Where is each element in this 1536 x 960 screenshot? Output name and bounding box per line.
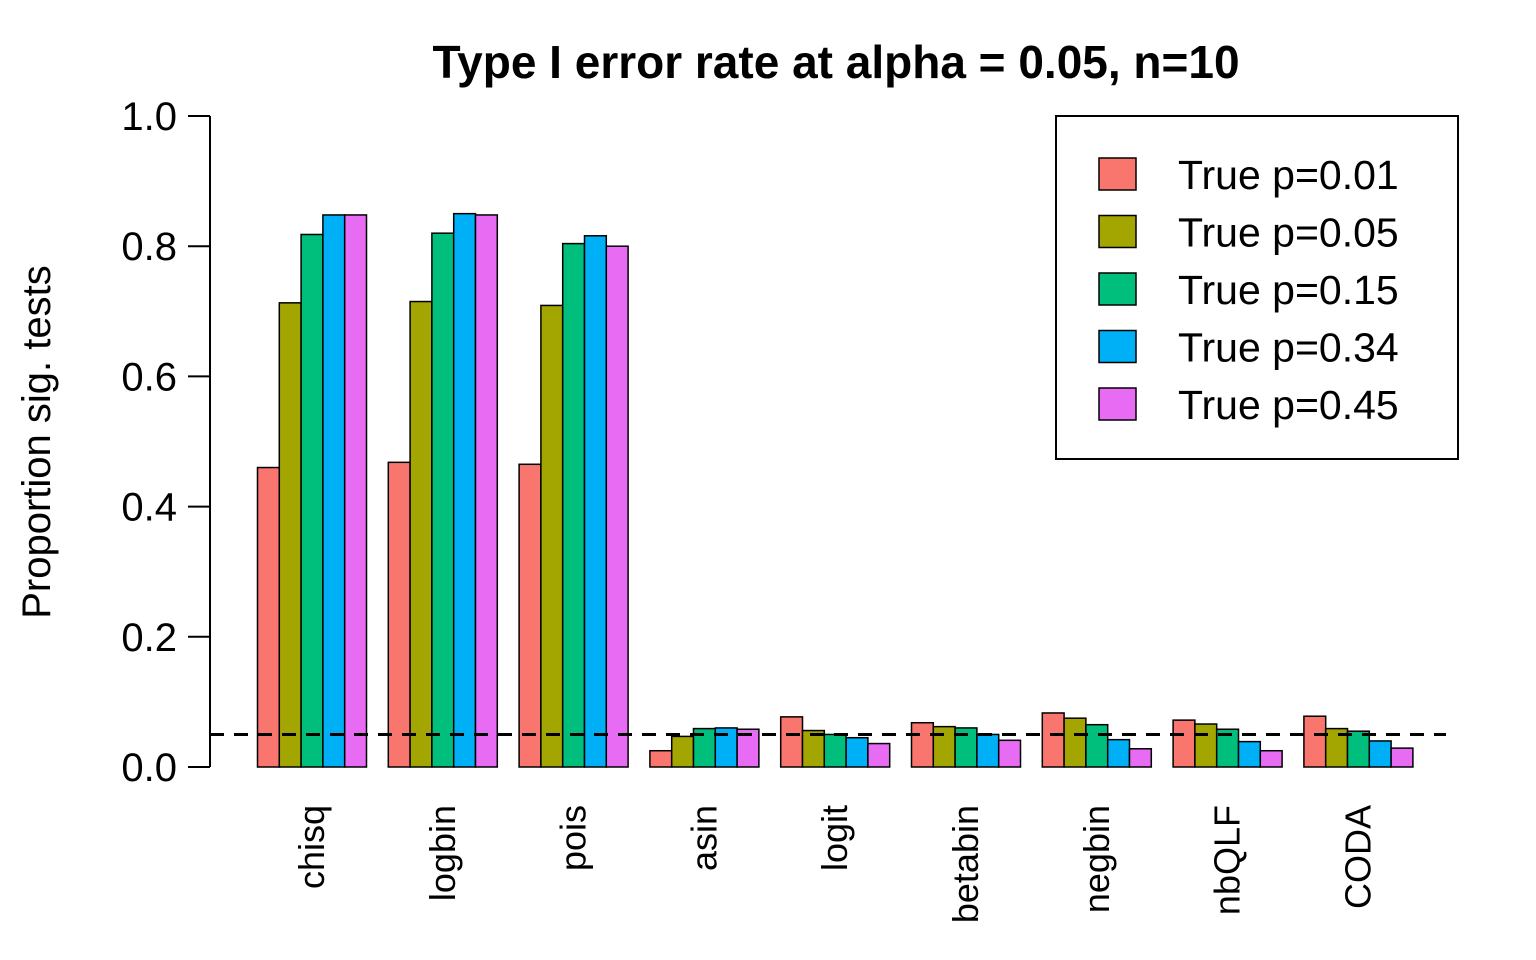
bar-logbin-series-3 xyxy=(431,232,455,768)
bar-CODA-series-5 xyxy=(1390,747,1414,768)
bar-negbin-series-3 xyxy=(1085,723,1109,768)
bar-pois-series-5 xyxy=(605,245,629,768)
bar-logit-series-1 xyxy=(779,716,804,768)
bar-CODA-series-1 xyxy=(1303,715,1327,768)
legend-swatch-3 xyxy=(1098,272,1137,306)
bar-nbQLF-series-1 xyxy=(1172,719,1196,768)
bar-CODA-series-4 xyxy=(1368,740,1392,768)
bar-logbin-series-2 xyxy=(409,300,433,768)
legend-label-3: True p=0.15 xyxy=(1178,267,1399,313)
legend-swatch-2 xyxy=(1098,214,1137,249)
bar-group-asin xyxy=(649,727,760,768)
bar-pois-series-2 xyxy=(540,304,564,768)
bar-asin-series-5 xyxy=(736,728,760,768)
bar-negbin-series-2 xyxy=(1063,717,1087,768)
bar-group-pois xyxy=(518,235,629,768)
legend: True p=0.01 True p=0.05 True p=0.15 True p=… xyxy=(1055,115,1459,460)
legend-label-1: True p=0.01 xyxy=(1178,152,1399,198)
bar-asin-series-2 xyxy=(670,735,695,768)
category-label-logbin: logbin xyxy=(422,805,463,901)
bar-betabin-series-4 xyxy=(976,733,1000,768)
category-label-asin: asin xyxy=(683,805,724,871)
y-tick-label: 0.8 xyxy=(121,225,177,269)
bar-group-nbQLF xyxy=(1172,719,1283,768)
legend-swatch-1 xyxy=(1098,157,1137,191)
bar-group-CODA xyxy=(1303,715,1414,768)
legend-swatch-4 xyxy=(1098,329,1137,364)
chart-title: Type I error rate at alpha = 0.05, n=10 xyxy=(432,36,1239,88)
bar-pois-series-3 xyxy=(561,242,586,768)
bar-logit-series-3 xyxy=(823,733,847,768)
legend-label-2: True p=0.05 xyxy=(1178,210,1399,256)
bar-logit-series-2 xyxy=(801,729,826,768)
bar-chisq-series-5 xyxy=(343,214,368,768)
bar-negbin-series-4 xyxy=(1106,738,1131,768)
y-tick-label: 0.6 xyxy=(121,355,177,399)
bar-nbQLF-series-4 xyxy=(1237,740,1262,768)
y-tick-label: 1.0 xyxy=(121,95,177,139)
bar-logit-series-4 xyxy=(845,736,869,768)
bar-betabin-series-2 xyxy=(932,725,956,768)
bar-group-betabin xyxy=(910,721,1022,768)
bar-group-logbin xyxy=(387,212,499,768)
bar-chisq-series-2 xyxy=(278,302,302,768)
bar-nbQLF-series-2 xyxy=(1194,723,1218,768)
bar-negbin-series-1 xyxy=(1041,712,1065,768)
y-axis: 0.0 0.2 0.4 0.6 0.8 1.0 xyxy=(121,95,211,790)
bar-logbin-series-4 xyxy=(452,212,477,768)
bar-betabin-series-5 xyxy=(997,739,1022,768)
category-label-logit: logit xyxy=(814,805,855,871)
bar-nbQLF-series-5 xyxy=(1259,749,1283,768)
bar-asin-series-1 xyxy=(649,749,673,768)
category-label-negbin: negbin xyxy=(1076,805,1117,913)
legend-label-4: True p=0.34 xyxy=(1178,325,1399,371)
bar-pois-series-4 xyxy=(583,235,608,768)
y-axis-label: Proportion sig. tests xyxy=(15,265,59,619)
y-tick-label: 0.4 xyxy=(121,486,177,530)
category-label-nbQLF: nbQLF xyxy=(1207,805,1248,915)
category-labels: chisq logbin pois asin logit betabin negbin nbQ… xyxy=(291,805,1378,923)
y-tick-label: 0.0 xyxy=(121,746,177,790)
category-label-CODA: CODA xyxy=(1337,805,1378,909)
bar-pois-series-1 xyxy=(518,463,542,768)
legend-swatch-5 xyxy=(1098,387,1137,421)
bar-logit-series-5 xyxy=(867,742,891,768)
category-label-chisq: chisq xyxy=(291,805,332,889)
legend-label-5: True p=0.45 xyxy=(1178,382,1399,428)
bar-logbin-series-5 xyxy=(474,214,499,768)
category-label-pois: pois xyxy=(553,805,594,871)
bar-group-logit xyxy=(779,716,891,768)
bar-betabin-series-1 xyxy=(910,721,935,768)
bar-chisq-series-4 xyxy=(322,214,346,768)
bar-CODA-series-3 xyxy=(1346,730,1371,768)
category-label-betabin: betabin xyxy=(945,805,986,923)
bar-negbin-series-5 xyxy=(1128,748,1153,768)
bar-group-chisq xyxy=(256,214,368,768)
bar-chisq-series-1 xyxy=(256,466,281,768)
bar-group-negbin xyxy=(1041,712,1153,768)
y-tick-label: 0.2 xyxy=(121,616,177,660)
bar-logbin-series-1 xyxy=(387,461,411,768)
bars xyxy=(256,212,1414,768)
bar-chisq-series-3 xyxy=(300,233,324,768)
